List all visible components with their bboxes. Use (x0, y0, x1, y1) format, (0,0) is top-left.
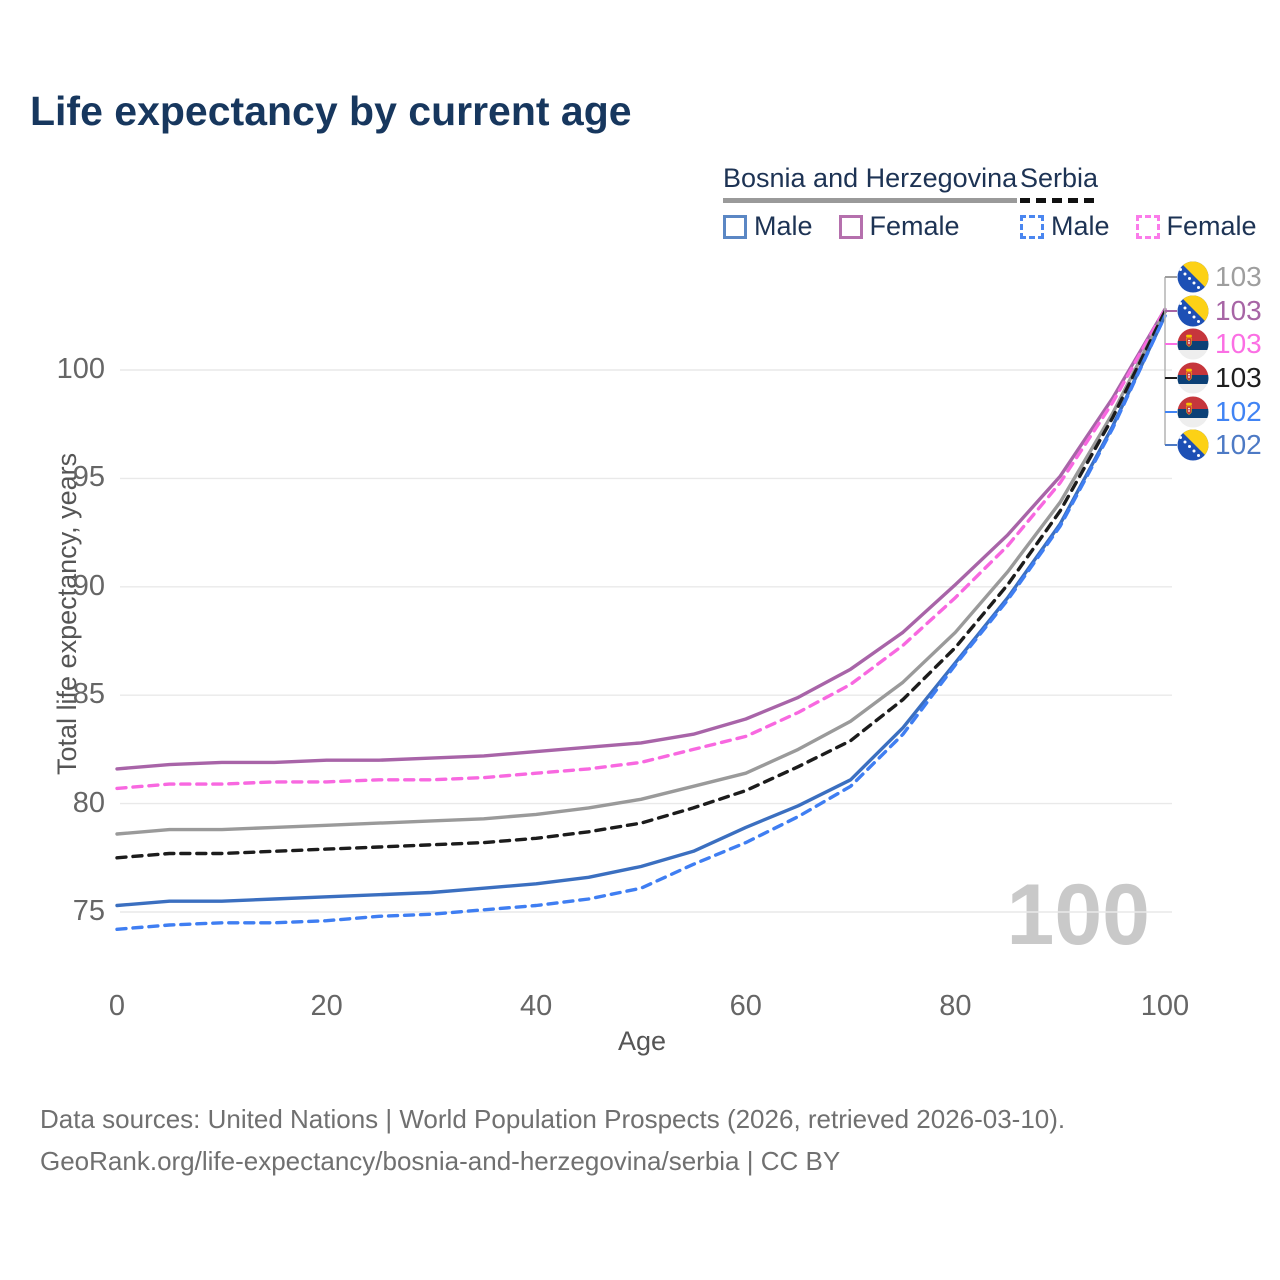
end-label-row-4: 102 (1177, 396, 1262, 428)
legend-item-female[interactable]: Female (1135, 211, 1257, 242)
legend-item-female[interactable]: Female (838, 211, 960, 242)
bosnia-flag-icon (1177, 295, 1209, 327)
serbia-flag-icon (1177, 328, 1209, 360)
series-line-1[interactable] (115, 307, 1167, 791)
x-axis-title: Age (617, 1026, 667, 1056)
end-label-row-5: 102 (1177, 429, 1262, 461)
legend-swatch-icon (1135, 214, 1160, 239)
series-line-2[interactable] (115, 309, 1167, 836)
page-title: Life expectancy by current age (30, 88, 632, 134)
legend-item-label: Male (1051, 211, 1110, 241)
end-label-value: 103 (1215, 261, 1262, 292)
legend-item-label: Female (869, 211, 960, 241)
legend-linestyle-sample (1020, 198, 1094, 203)
end-label-value: 103 (1215, 328, 1262, 359)
series-line-0[interactable] (115, 307, 1167, 771)
y-tick-85: 85 (72, 678, 105, 711)
series-line-3[interactable] (115, 309, 1167, 860)
y-tick-75: 75 (72, 895, 105, 927)
bosnia-flag-icon (1177, 429, 1209, 461)
x-tick-100: 100 (1140, 990, 1190, 1022)
y-tick-90: 90 (72, 569, 105, 602)
legend-swatch-icon (723, 214, 747, 239)
x-tick-40: 40 (520, 990, 553, 1022)
legend-group-bosnia: Bosnia and Herzegovina Male Female (723, 163, 1018, 242)
end-label-value: 103 (1215, 295, 1262, 326)
end-label-row-3: 103 (1177, 362, 1262, 394)
y-tick-95: 95 (72, 461, 105, 494)
end-label-row-2: 103 (1177, 328, 1262, 360)
legend-group-title[interactable]: Bosnia and Herzegovina (723, 163, 1018, 193)
legend-items: Male Female (723, 211, 1017, 242)
legend-items: Male Female (1020, 211, 1257, 242)
legend-linestyle-sample (723, 198, 1018, 203)
serbia-flag-icon (1177, 396, 1209, 428)
legend-group-serbia: Serbia Male Female (1020, 163, 1257, 242)
footer-url-line[interactable]: GeoRank.org/life-expectancy/bosnia-and-h… (40, 1146, 841, 1176)
legend-item-label: Female (1166, 211, 1257, 241)
legend-swatch-icon (1020, 214, 1044, 239)
y-tick-80: 80 (72, 786, 105, 819)
footer: Data sources: United Nations | World Pop… (40, 1098, 1065, 1182)
end-label-row-0: 103 (1177, 261, 1262, 293)
legend-item-male[interactable]: Male (723, 211, 813, 242)
end-label-value: 102 (1215, 396, 1262, 427)
end-label-value: 102 (1215, 429, 1262, 460)
x-tick-60: 60 (729, 990, 762, 1022)
legend-item-male[interactable]: Male (1020, 211, 1110, 242)
x-tick-0: 0 (108, 990, 126, 1022)
y-tick-100: 100 (56, 353, 105, 385)
x-tick-80: 80 (939, 990, 972, 1022)
legend-item-label: Male (754, 211, 813, 241)
end-label-value: 103 (1215, 362, 1262, 393)
x-tick-20: 20 (310, 990, 343, 1022)
series-line-5[interactable] (115, 314, 1167, 931)
serbia-flag-icon (1177, 362, 1209, 394)
legend-group-title[interactable]: Serbia (1020, 163, 1099, 193)
bosnia-flag-icon (1177, 261, 1209, 293)
footer-sources-line: Data sources: United Nations | World Pop… (40, 1104, 1066, 1134)
end-label-row-1: 103 (1177, 295, 1262, 327)
watermark-age-value: 100 (1006, 867, 1151, 963)
series-line-4[interactable] (115, 314, 1167, 908)
y-axis-title: Total life expectancy, years (52, 452, 82, 775)
legend-swatch-icon (838, 214, 863, 239)
